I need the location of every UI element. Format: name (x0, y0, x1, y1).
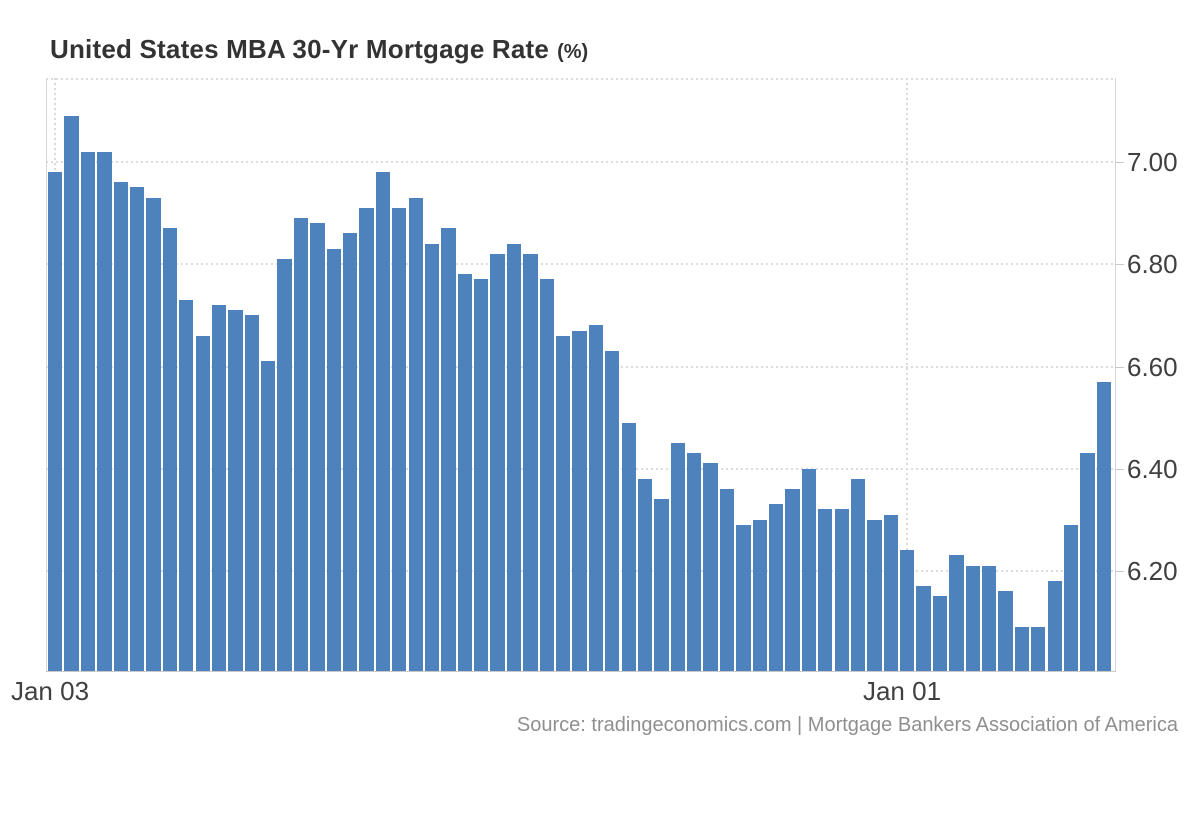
source-attribution: Source: tradingeconomics.com | Mortgage … (516, 714, 1178, 736)
gridline-vertical (906, 78, 908, 671)
plot-right-border (1115, 78, 1116, 671)
bar[interactable] (129, 187, 145, 671)
x-axis-label: Jan 01 (862, 676, 942, 706)
bar[interactable] (719, 489, 735, 671)
bar[interactable] (949, 555, 964, 671)
bar[interactable] (637, 479, 653, 671)
bar[interactable] (64, 116, 79, 671)
chart-title: United States MBA 30-Yr Mortgage Rate (%… (50, 34, 588, 65)
bar[interactable] (965, 566, 980, 671)
chart-title-text: United States MBA 30-Yr Mortgage Rate (50, 34, 550, 64)
bar[interactable] (211, 305, 227, 671)
bar[interactable] (785, 489, 800, 671)
x-axis-label: Jan 03 (10, 676, 90, 706)
bar[interactable] (375, 172, 391, 671)
x-axis-line (46, 671, 1116, 672)
plot-top-border (46, 78, 1115, 80)
bar[interactable] (621, 423, 636, 671)
y-axis-label: 6.40 (1127, 454, 1178, 484)
bar[interactable] (588, 325, 604, 671)
bar[interactable] (523, 254, 538, 671)
bar[interactable] (801, 469, 817, 671)
bar[interactable] (441, 228, 456, 671)
bar[interactable] (326, 249, 341, 671)
bar[interactable] (342, 233, 358, 671)
y-axis-tick (1115, 264, 1124, 265)
bar[interactable] (1031, 627, 1046, 671)
bar[interactable] (408, 198, 423, 671)
bar[interactable] (80, 152, 96, 671)
chart-title-unit: (%) (557, 41, 589, 63)
bar[interactable] (883, 515, 898, 671)
bar[interactable] (1014, 627, 1030, 671)
bar[interactable] (1063, 525, 1079, 671)
bar[interactable] (605, 351, 620, 671)
bar[interactable] (392, 208, 407, 671)
bar[interactable] (457, 274, 472, 671)
bar[interactable] (981, 566, 997, 671)
bar[interactable] (834, 509, 849, 671)
y-axis-tick (1115, 469, 1124, 470)
bar[interactable] (424, 244, 440, 671)
bar[interactable] (687, 453, 702, 671)
y-axis-label: 7.00 (1127, 147, 1178, 177)
bar[interactable] (572, 331, 587, 671)
y-axis-label: 6.80 (1127, 249, 1178, 279)
plot-left-border (46, 78, 47, 671)
y-axis-tick (1115, 162, 1124, 163)
bar[interactable] (654, 499, 669, 671)
bar[interactable] (932, 596, 948, 671)
bar[interactable] (228, 310, 243, 671)
bar[interactable] (998, 591, 1013, 671)
y-axis-tick (1115, 367, 1124, 368)
bar[interactable] (670, 443, 685, 671)
gridline-horizontal (46, 263, 1115, 265)
y-axis-label: 6.60 (1127, 352, 1178, 382)
bar[interactable] (867, 520, 882, 671)
bar[interactable] (703, 463, 718, 671)
bar[interactable] (736, 525, 751, 671)
bar[interactable] (474, 279, 489, 671)
bar[interactable] (1080, 453, 1095, 671)
y-axis-tick (1115, 571, 1124, 572)
bar[interactable] (261, 361, 276, 671)
bar[interactable] (555, 336, 571, 671)
bar[interactable] (113, 182, 128, 671)
gridline-horizontal (46, 161, 1115, 163)
bar[interactable] (162, 228, 178, 671)
bar[interactable] (195, 336, 210, 671)
bar[interactable] (752, 520, 767, 671)
bar[interactable] (768, 504, 784, 671)
bar[interactable] (293, 218, 309, 671)
bar[interactable] (916, 586, 931, 671)
bar[interactable] (359, 208, 374, 671)
bar[interactable] (506, 244, 522, 671)
bar[interactable] (539, 279, 554, 671)
bar[interactable] (490, 254, 505, 671)
bar[interactable] (310, 223, 325, 671)
bar[interactable] (244, 315, 259, 671)
bar[interactable] (1047, 581, 1062, 671)
bar[interactable] (850, 479, 866, 671)
bar[interactable] (277, 259, 292, 671)
bar[interactable] (179, 300, 194, 671)
bar[interactable] (97, 152, 112, 671)
bar[interactable] (900, 550, 915, 671)
bar[interactable] (146, 198, 161, 671)
y-axis-label: 6.20 (1127, 556, 1178, 586)
bar[interactable] (818, 509, 833, 671)
bar[interactable] (48, 172, 63, 671)
bar[interactable] (1096, 382, 1111, 671)
